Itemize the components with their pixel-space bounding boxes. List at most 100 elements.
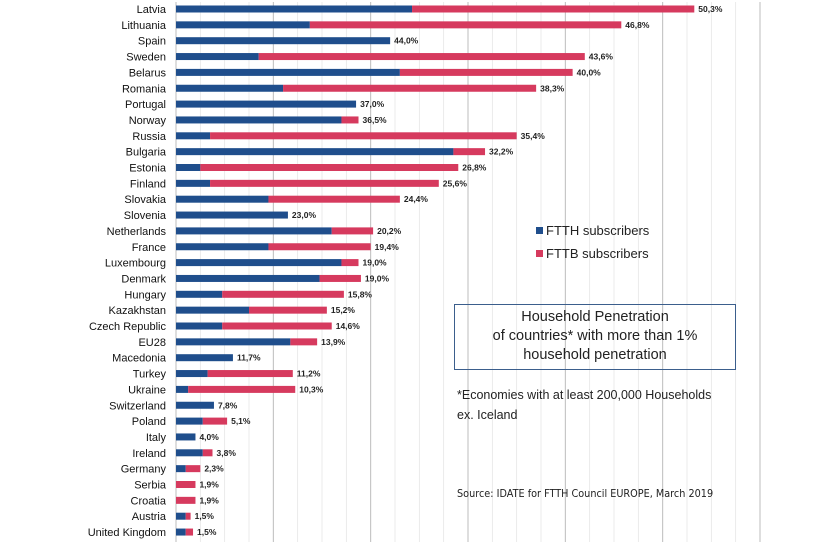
category-label: Latvia	[137, 4, 167, 16]
category-label: Bulgaria	[126, 147, 167, 159]
bar-fttb	[412, 5, 695, 13]
bar-fttb	[309, 21, 622, 29]
value-label: 35,4%	[521, 131, 546, 141]
footnote-line-2: ex. Iceland	[457, 408, 518, 422]
bar-ftth	[176, 5, 413, 13]
bar-fttb	[222, 290, 344, 298]
bar-fttb	[188, 385, 296, 393]
bar-fttb	[210, 132, 517, 140]
value-label: 23,0%	[292, 210, 317, 220]
bar-fttb	[176, 481, 196, 488]
category-label: Norway	[129, 115, 167, 127]
bar-ftth	[176, 528, 186, 536]
bar-ftth	[176, 179, 211, 187]
category-label: Finland	[130, 178, 166, 190]
bar-ftth	[176, 148, 454, 156]
value-label: 5,1%	[231, 416, 251, 426]
bar-fttb	[268, 243, 371, 251]
value-label: 4,0%	[199, 432, 219, 442]
bar-ftth	[176, 354, 233, 362]
bar-ftth	[176, 164, 201, 171]
bar-ftth	[176, 370, 208, 378]
bar-ftth	[176, 132, 211, 140]
category-label: Luxembourg	[105, 258, 166, 270]
value-label: 3,8%	[217, 448, 237, 458]
bar-ftth	[176, 417, 203, 425]
value-label: 25,6%	[443, 178, 468, 188]
bar-ftth	[176, 84, 284, 92]
value-label: 11,7%	[237, 353, 261, 363]
bar-ftth	[176, 274, 320, 282]
bar-ftth	[176, 116, 342, 124]
category-label: Slovenia	[124, 210, 167, 222]
bar-ftth	[176, 211, 288, 219]
bar-ftth	[176, 338, 291, 346]
labels: Latvia 50,3% Lithuania 46,8% Spain 44,0% Swede…	[88, 4, 723, 539]
bar-fttb	[200, 164, 459, 171]
bar-ftth	[176, 100, 357, 108]
value-label: 2,3%	[204, 464, 224, 474]
category-label: Russia	[132, 131, 167, 143]
category-label: Netherlands	[107, 226, 167, 238]
bar-fttb	[290, 338, 318, 346]
category-label: Poland	[132, 416, 166, 428]
value-label: 1,5%	[195, 511, 215, 521]
legend-label-fttb: FTTB subscribers	[546, 246, 649, 261]
legend-item-ftth: FTTH subscribers	[536, 219, 649, 242]
bar-ftth	[176, 21, 310, 29]
legend-item-fttb: FTTB subscribers	[536, 242, 649, 265]
bar-fttb	[210, 179, 439, 187]
bar-ftth	[176, 512, 186, 520]
bars	[176, 5, 695, 536]
box-line-1: Household Penetration	[521, 309, 669, 325]
bar-fttb	[453, 148, 486, 156]
bar-fttb	[283, 84, 537, 92]
category-label: Macedonia	[112, 353, 167, 365]
category-label: Serbia	[134, 480, 167, 492]
legend: FTTH subscribers FTTB subscribers	[536, 219, 649, 265]
value-label: 1,5%	[197, 527, 217, 537]
category-label: United Kingdom	[88, 527, 166, 539]
value-label: 24,4%	[404, 194, 429, 204]
value-label: 1,9%	[199, 480, 219, 490]
category-label: Italy	[146, 432, 167, 444]
bar-fttb	[258, 53, 585, 61]
gridlines	[175, 2, 761, 543]
category-label: France	[132, 242, 166, 254]
value-label: 15,8%	[348, 289, 373, 299]
category-label: Slovakia	[124, 194, 166, 206]
bar-fttb	[222, 322, 332, 330]
category-label: Ukraine	[128, 384, 166, 396]
value-label: 37,0%	[360, 99, 385, 109]
category-label: Austria	[132, 511, 167, 523]
value-label: 50,3%	[698, 4, 723, 14]
category-label: Switzerland	[109, 400, 166, 412]
category-label: Czech Republic	[89, 321, 167, 333]
category-label: Ireland	[132, 448, 166, 460]
bar-ftth	[176, 465, 186, 473]
bar-ftth	[176, 68, 400, 76]
category-label: Germany	[121, 464, 167, 476]
bar-ftth	[176, 290, 223, 298]
bar-fttb	[331, 227, 374, 235]
value-label: 38,3%	[540, 83, 565, 93]
bar-fttb	[185, 465, 201, 473]
value-label: 13,9%	[321, 337, 346, 347]
bar-ftth	[176, 449, 203, 457]
bar-fttb	[176, 496, 196, 504]
value-label: 19,4%	[375, 242, 400, 252]
category-label: EU28	[138, 337, 166, 349]
value-label: 20,2%	[377, 226, 402, 236]
value-label: 32,2%	[489, 147, 514, 157]
value-label: 19,0%	[365, 273, 390, 283]
value-label: 11,2%	[297, 369, 321, 379]
category-label: Estonia	[129, 163, 167, 175]
value-label: 19,0%	[363, 258, 388, 268]
category-label: Turkey	[133, 369, 167, 381]
value-label: 44,0%	[394, 36, 419, 46]
bar-ftth	[176, 259, 342, 267]
bar-fttb	[202, 417, 228, 425]
bar-ftth	[176, 53, 259, 61]
bar-ftth	[176, 401, 214, 409]
